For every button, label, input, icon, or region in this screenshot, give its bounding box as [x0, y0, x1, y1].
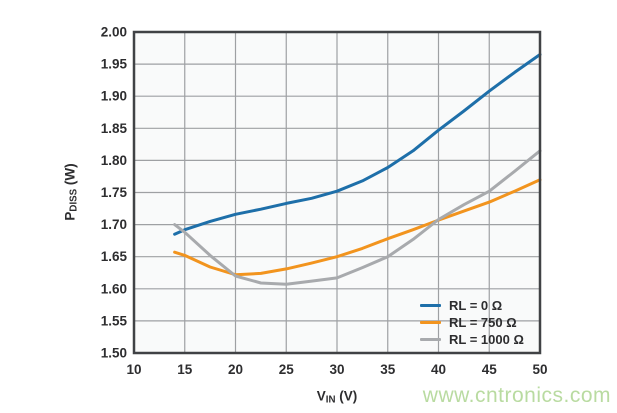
y-axis-label-subscript: DISS	[68, 188, 80, 212]
y-tick-label: 1.90	[101, 89, 127, 104]
x-tick-label: 30	[329, 362, 344, 377]
y-tick-label: 1.75	[101, 185, 128, 200]
y-axis-label-base: P	[62, 211, 78, 221]
x-axis-label: VIN (V)	[317, 388, 357, 405]
legend-swatch-1	[420, 320, 441, 325]
series-line-1	[173, 178, 542, 277]
y-tick-label: 1.95	[101, 57, 128, 72]
x-axis-label-subscript: IN	[325, 394, 336, 406]
legend-swatch-2	[420, 337, 441, 342]
x-tick-label: 50	[532, 362, 547, 377]
x-tick-label: 20	[228, 362, 243, 377]
y-tick-label: 1.85	[101, 121, 128, 136]
y-tick-label: 1.65	[101, 249, 128, 264]
legend-item-1: RL = 750 Ω	[420, 315, 524, 330]
series-line-2	[173, 149, 542, 286]
x-tick-label: 25	[279, 362, 295, 377]
y-axis-label: PDISS (W)	[62, 163, 79, 220]
chart-legend: RL = 0 Ω RL = 750 Ω RL = 1000 Ω	[420, 298, 524, 347]
x-tick-label: 15	[177, 362, 193, 377]
plot-border	[132, 30, 542, 355]
x-tick-label: 40	[431, 362, 446, 377]
y-tick-label: 1.55	[101, 313, 128, 328]
legend-label-1: RL = 750 Ω	[449, 315, 517, 330]
y-tick-label: 2.00	[101, 25, 127, 40]
legend-label-2: RL = 1000 Ω	[449, 332, 524, 347]
y-tick-label: 1.70	[101, 217, 127, 232]
y-tick-label: 1.60	[101, 281, 127, 296]
legend-label-0: RL = 0 Ω	[449, 298, 503, 313]
x-axis-label-unit: (V)	[335, 388, 358, 404]
legend-swatch-0	[420, 303, 441, 308]
watermark-text: www.cntronics.com	[422, 384, 611, 407]
x-tick-label: 10	[126, 362, 141, 377]
series-line-0	[173, 53, 542, 236]
legend-item-0: RL = 0 Ω	[420, 298, 524, 313]
y-tick-label: 1.80	[101, 153, 127, 168]
x-tick-label: 35	[380, 362, 396, 377]
legend-item-2: RL = 1000 Ω	[420, 332, 524, 347]
y-tick-label: 1.50	[101, 346, 127, 361]
y-axis-label-unit: (W)	[62, 163, 78, 189]
x-axis-label-base: V	[316, 388, 326, 404]
x-tick-label: 45	[482, 362, 498, 377]
